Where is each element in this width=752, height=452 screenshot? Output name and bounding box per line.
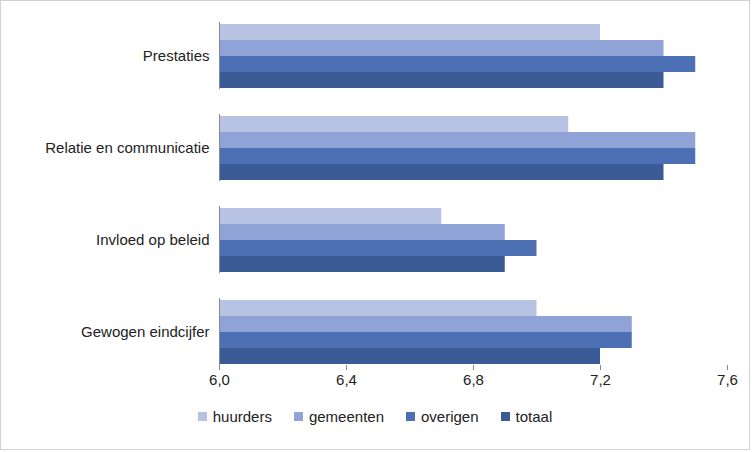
svg-text:Invloed op beleid: Invloed op beleid (96, 231, 209, 248)
svg-text:6,8: 6,8 (463, 371, 484, 388)
svg-text:7,2: 7,2 (590, 371, 611, 388)
html-text:overigen: overigen (421, 408, 479, 425)
svg-text:7,6: 7,6 (717, 371, 738, 388)
svg-text:6,4: 6,4 (336, 371, 357, 388)
html-text:totaal: totaal (515, 408, 553, 425)
html-text:gemeenten: gemeenten (308, 408, 384, 425)
svg-text:Prestaties: Prestaties (143, 47, 210, 64)
svg-text:Gewogen eindcijfer: Gewogen eindcijfer (81, 323, 209, 340)
svg-text:Relatie en communicatie: Relatie en communicatie (45, 139, 209, 156)
html-text:huurders: huurders (212, 408, 272, 425)
svg-text:6,0: 6,0 (209, 371, 230, 388)
